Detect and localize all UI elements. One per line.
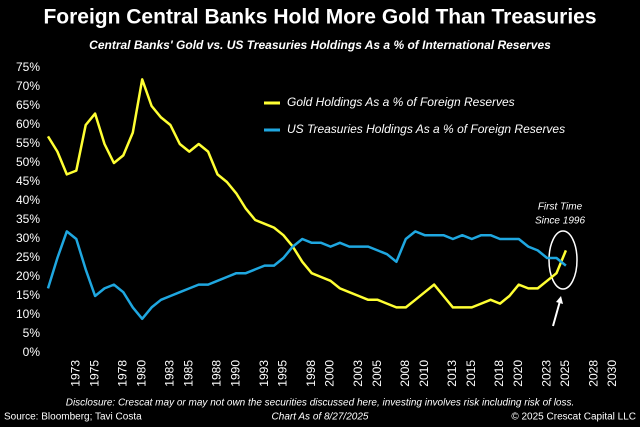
x-tick-label: 2025	[558, 360, 572, 387]
chart-date: Chart As of 8/27/2025	[272, 412, 369, 423]
y-tick-label: 20%	[16, 269, 40, 283]
x-tick-label: 2003	[351, 360, 365, 387]
series-line	[46, 230, 567, 321]
arrow-head	[556, 296, 563, 304]
x-tick-label: 2005	[370, 360, 384, 387]
x-tick-label: 2020	[511, 360, 525, 387]
highlight-ellipse	[548, 230, 578, 290]
arrow-shaft	[552, 300, 561, 327]
y-tick-label: 75%	[16, 60, 40, 74]
source: Source: Bloomberg; Tavi Costa	[4, 412, 142, 423]
x-tick-label: 2018	[492, 360, 506, 387]
x-tick-label: 1985	[181, 360, 195, 387]
y-tick-label: 45%	[16, 174, 40, 188]
annotation: First Time	[538, 202, 583, 213]
y-tick-label: 0%	[23, 345, 41, 359]
y-tick-label: 65%	[16, 98, 40, 112]
x-tick-label: 2010	[417, 360, 431, 387]
y-tick-label: 10%	[16, 307, 40, 321]
x-tick-label: 1990	[229, 360, 243, 387]
y-tick-label: 35%	[16, 212, 40, 226]
x-tick-label: 2008	[398, 360, 412, 387]
y-tick-label: 25%	[16, 250, 40, 264]
legend-label: US Treasuries Holdings As a % of Foreign…	[287, 122, 565, 136]
y-tick-label: 55%	[16, 136, 40, 150]
y-tick-label: 60%	[16, 117, 40, 131]
chart-subtitle: Central Banks' Gold vs. US Treasuries Ho…	[89, 38, 551, 52]
x-tick-label: 1980	[134, 360, 148, 387]
x-tick-label: 1975	[87, 360, 101, 387]
x-tick-label: 2023	[539, 360, 553, 387]
y-tick-label: 40%	[16, 193, 40, 207]
x-tick-label: 2028	[586, 360, 600, 387]
chart-title: Foreign Central Banks Hold More Gold Tha…	[43, 6, 596, 29]
copyright: © 2025 Crescat Capital LLC	[511, 412, 636, 423]
y-tick-label: 5%	[23, 326, 41, 340]
x-tick-label: 1998	[304, 360, 318, 387]
y-tick-label: 30%	[16, 231, 40, 245]
series-line	[46, 78, 568, 309]
y-tick-label: 70%	[16, 79, 40, 93]
x-tick-label: 1983	[163, 360, 177, 387]
legend-label: Gold Holdings As a % of Foreign Reserves	[287, 95, 515, 109]
x-tick-label: 2015	[464, 360, 478, 387]
x-tick-label: 2030	[605, 360, 619, 387]
x-tick-label: 2013	[445, 360, 459, 387]
x-tick-label: 2000	[323, 360, 337, 387]
x-tick-label: 1973	[68, 360, 82, 387]
x-tick-label: 1988	[210, 360, 224, 387]
x-tick-label: 1995	[276, 360, 290, 387]
x-tick-label: 1978	[116, 360, 130, 387]
annotation: Since 1996	[535, 216, 585, 227]
y-tick-label: 15%	[16, 288, 40, 302]
disclosure: Disclosure: Crescat may or may not own t…	[66, 398, 575, 409]
x-tick-label: 1993	[257, 360, 271, 387]
y-tick-label: 50%	[16, 155, 40, 169]
